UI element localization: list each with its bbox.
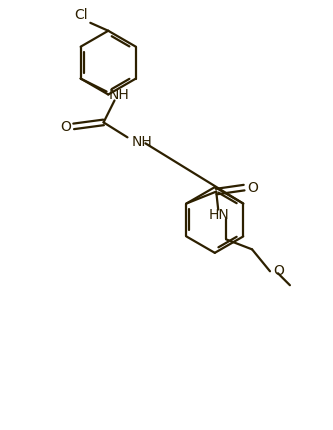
Text: O: O xyxy=(247,181,258,195)
Text: O: O xyxy=(273,264,284,278)
Text: Cl: Cl xyxy=(75,8,88,22)
Text: NH: NH xyxy=(109,87,129,101)
Text: NH: NH xyxy=(132,135,152,149)
Text: HN: HN xyxy=(208,209,229,222)
Text: O: O xyxy=(60,120,71,134)
